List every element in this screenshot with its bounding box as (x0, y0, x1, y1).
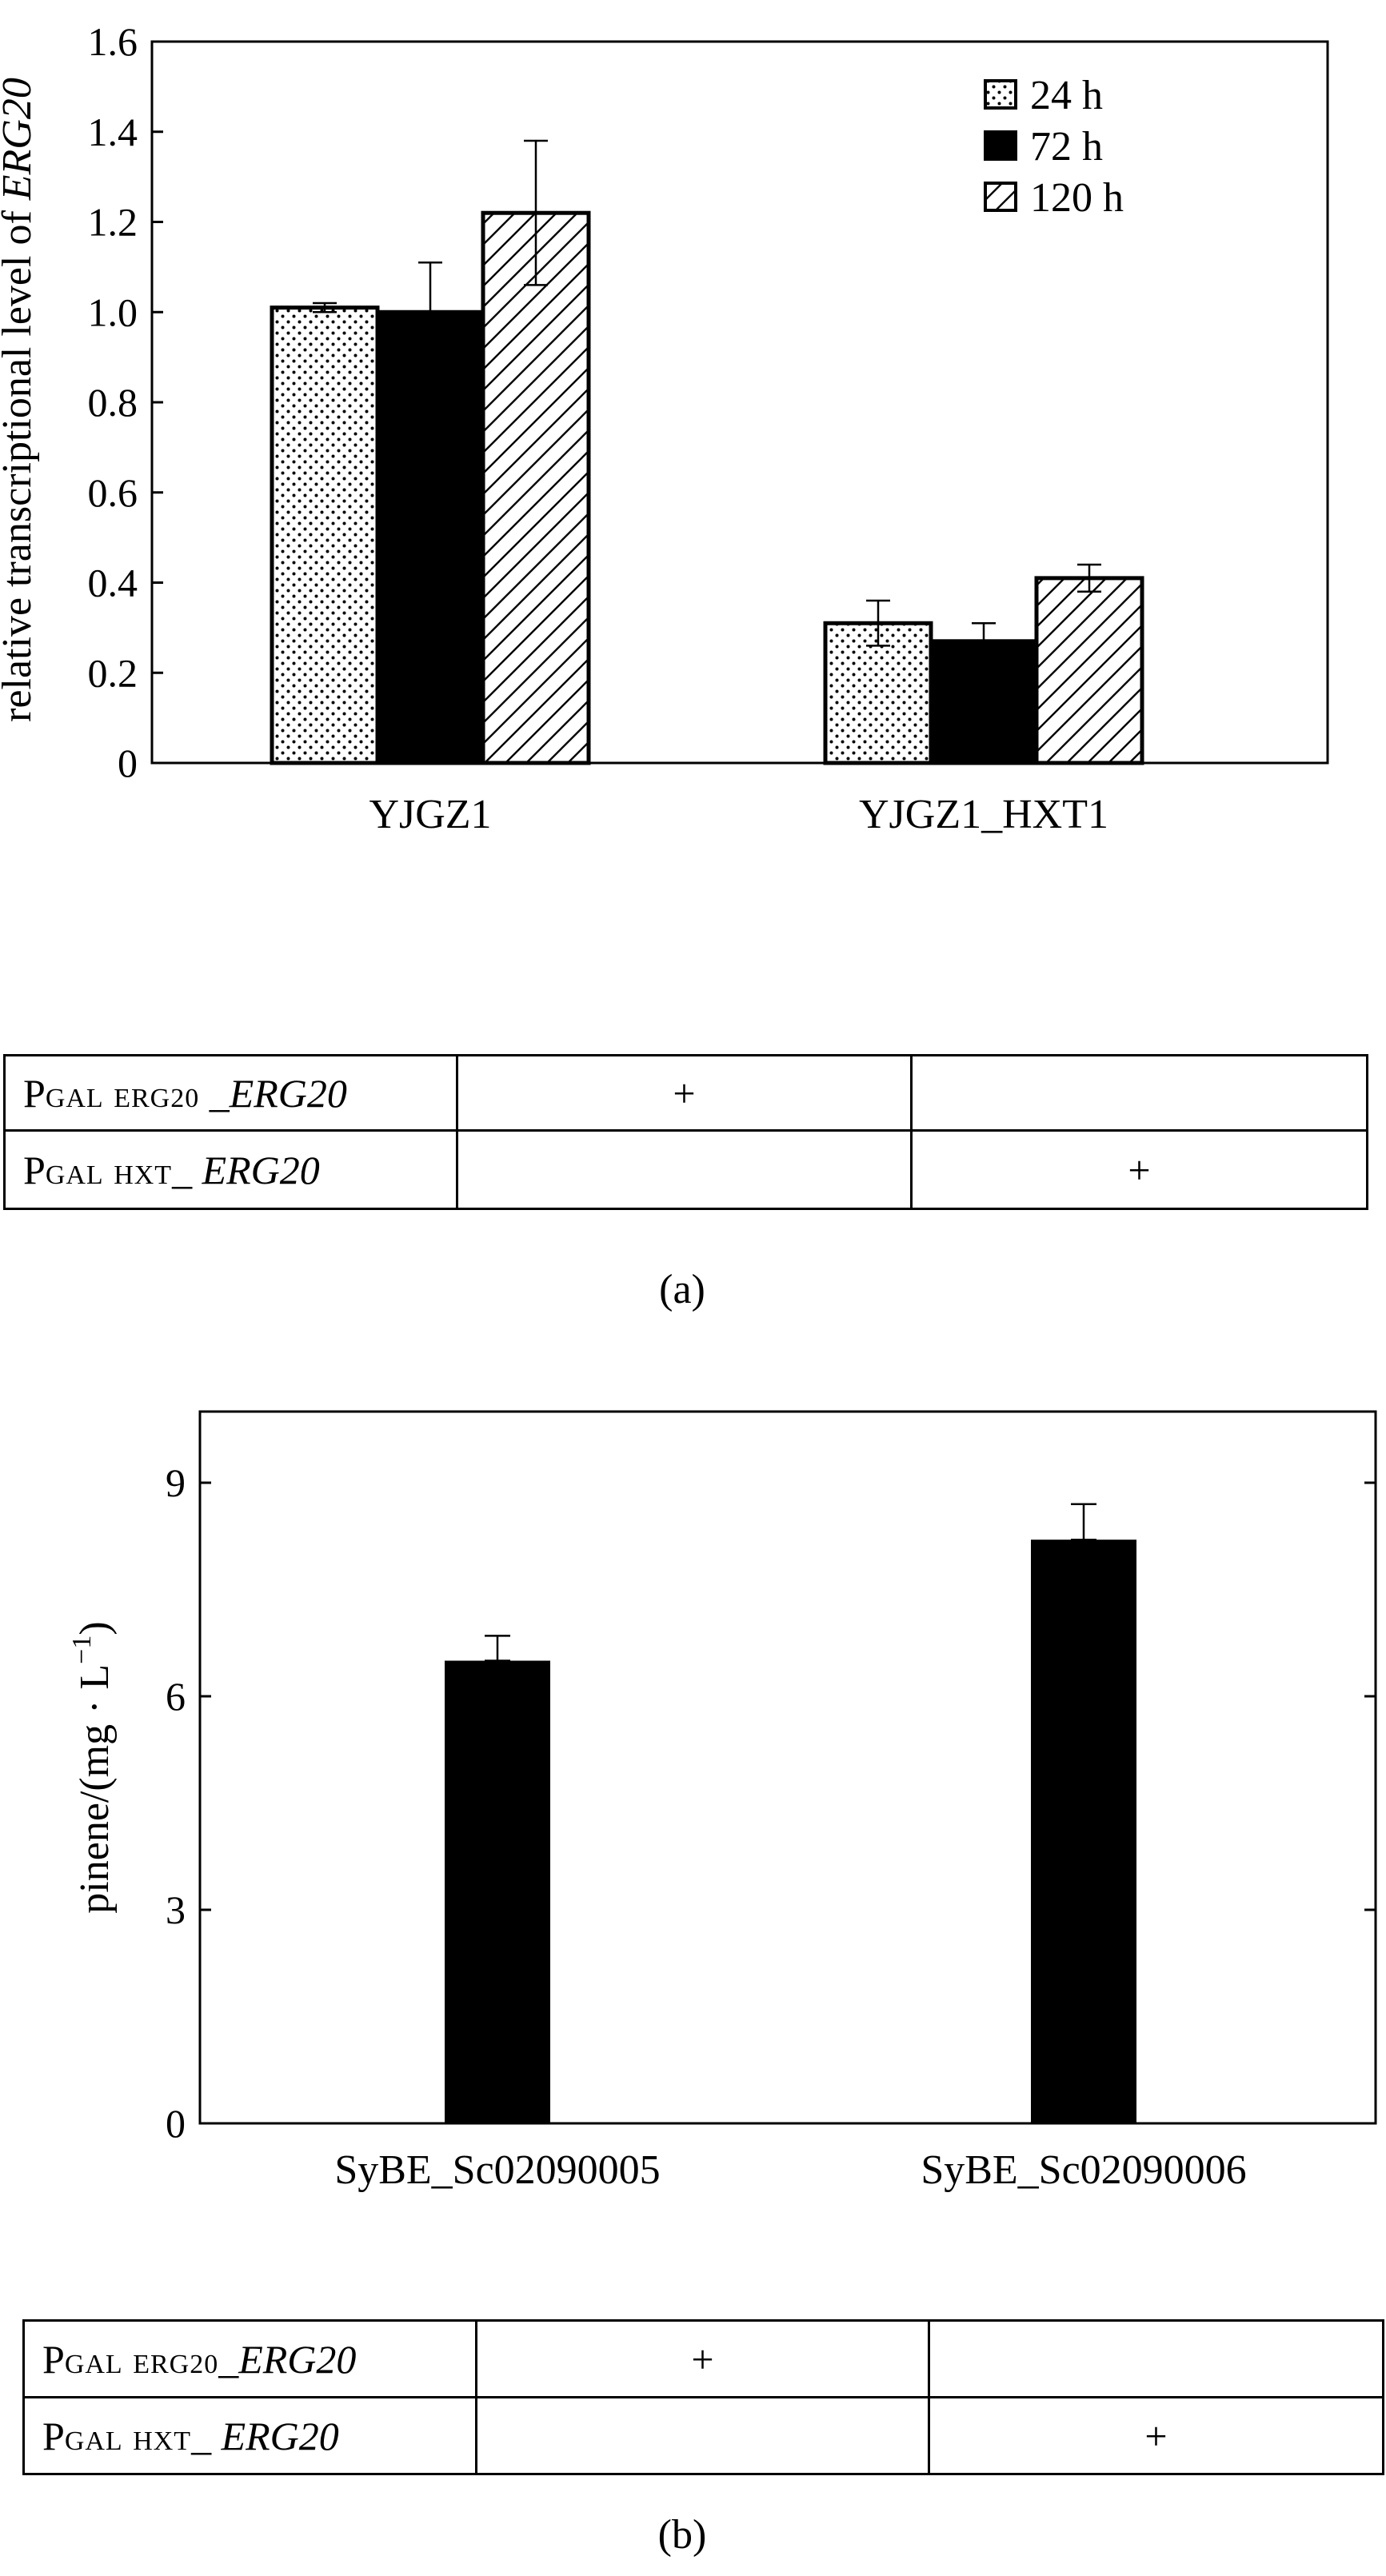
x-tick-label: SyBE_Sc02090005 (334, 2147, 660, 2193)
chart-b-x-axis: SyBE_Sc02090005 SyBE_Sc02090006 (334, 2147, 1246, 2193)
legend-swatch-120h (984, 182, 1017, 212)
legend-label: 24 h (1030, 73, 1103, 118)
chart-b-bars (445, 1540, 1136, 2123)
promoter-gal: GAL (45, 1083, 104, 1113)
legend-label: 72 h (1030, 124, 1103, 170)
table-cell (456, 1129, 913, 1210)
chart-a-y-axis-title-text: relative transcriptional level of (0, 200, 40, 722)
bar-24h (270, 306, 380, 765)
table-cell (475, 2396, 930, 2475)
y-tick-label: 0.2 (88, 650, 138, 695)
legend-swatch-24h (984, 79, 1017, 110)
table-cell (910, 1054, 1368, 1132)
chart-b-y-axis-title: pinene/(mg · L−1) (67, 1621, 118, 1913)
chart-a-y-axis: 0 0.2 0.4 0.6 0.8 1.0 1.2 1.4 1.6 (88, 19, 163, 785)
chart-a-error-bars (313, 139, 1101, 661)
bar-120h (1034, 576, 1144, 765)
bar (445, 1660, 550, 2123)
promoter-tag: ERG20 (114, 1083, 200, 1113)
bar-120h (481, 210, 591, 765)
caption-b: (b) (657, 2512, 707, 2558)
promoter-p: P (23, 1147, 46, 1192)
y-tick-label: 3 (166, 1887, 186, 1932)
row-label: PGAL HXT_ ERG20 (22, 2396, 477, 2475)
chart-b-y-axis-title-close: ) (72, 1621, 118, 1635)
table-row: PGAL HXT_ ERG20 + (22, 2396, 1384, 2475)
gene-name: ERG20 (221, 2413, 339, 2458)
chart-b-y-axis-title-exponent: −1 (67, 1635, 97, 1664)
label-separator: _ (172, 1147, 202, 1192)
y-tick-label: 0 (166, 2101, 186, 2146)
row-label: PGAL ERG20 _ERG20 (3, 1054, 458, 1132)
caption-a: (a) (659, 1267, 705, 1312)
y-tick-label: 0 (118, 741, 138, 785)
label-separator: _ (218, 2336, 239, 2382)
label-separator: _ (191, 2413, 222, 2458)
y-tick-label: 6 (166, 1674, 186, 1719)
y-tick-label: 1.2 (88, 200, 138, 245)
chart-a: 0 0.2 0.4 0.6 0.8 1.0 1.2 1.4 1.6 YJGZ1 YJGZ1_HXT… (0, 19, 1329, 837)
x-tick-label: YJGZ1_HXT1 (859, 792, 1108, 837)
promoter-gal: GAL (45, 1160, 104, 1190)
row-label: PGAL HXT_ ERG20 (3, 1129, 458, 1210)
table-cell (928, 2319, 1384, 2398)
condition-table-a: PGAL ERG20 _ERG20 + PGAL HXT_ ERG20 + (3, 1054, 1368, 1210)
promoter-gal: GAL (64, 2426, 123, 2456)
chart-b: 0 3 6 9 SyBE_Sc02090005 SyBE_Sc02090006 pine… (67, 1410, 1377, 2193)
y-tick-label: 1.4 (88, 110, 138, 154)
y-tick-label: 0.4 (88, 561, 138, 605)
table-row: PGAL ERG20_ERG20 + (22, 2319, 1384, 2398)
chart-b-plot-frame (198, 1410, 1377, 2125)
row-label: PGAL ERG20_ERG20 (22, 2319, 477, 2398)
promoter-p: P (42, 2336, 65, 2382)
promoter-tag: ERG20 (133, 2349, 219, 2379)
y-tick-label: 1.0 (88, 290, 138, 334)
table-cell: + (456, 1054, 913, 1132)
gene-name: ERG20 (238, 2336, 357, 2382)
x-tick-label: SyBE_Sc02090006 (921, 2147, 1246, 2193)
bar-72h (375, 310, 485, 765)
chart-a-bars (270, 210, 1144, 765)
chart-b-error-bars (485, 1503, 1096, 1662)
table-cell: + (910, 1129, 1368, 1210)
y-tick-label: 9 (166, 1460, 186, 1505)
table-cell: + (475, 2319, 930, 2398)
legend-swatch-72h (984, 130, 1017, 161)
legend-label: 120 h (1030, 175, 1124, 221)
y-tick-label: 0.8 (88, 380, 138, 425)
promoter-tag: HXT (133, 2426, 192, 2456)
y-tick-label: 0.6 (88, 470, 138, 515)
label-separator: _ (199, 1070, 230, 1116)
promoter-p: P (23, 1070, 46, 1116)
y-tick-label: 1.6 (88, 19, 138, 64)
promoter-tag: HXT (114, 1160, 173, 1190)
table-row: PGAL ERG20 _ERG20 + (3, 1054, 1368, 1132)
chart-a-legend: 24 h 72 h 120 h (984, 73, 1124, 221)
gene-name: ERG20 (229, 1070, 347, 1116)
table-row: PGAL HXT_ ERG20 + (3, 1129, 1368, 1210)
chart-a-y-axis-title-gene: ERG20 (0, 78, 40, 201)
promoter-p: P (42, 2413, 65, 2458)
promoter-gal: GAL (64, 2349, 123, 2379)
bar (1031, 1540, 1136, 2123)
condition-table-b: PGAL ERG20_ERG20 + PGAL HXT_ ERG20 + (22, 2319, 1384, 2475)
x-tick-label: YJGZ1 (369, 792, 491, 837)
chart-a-y-axis-title: relative transcriptional level of ERG20 (0, 78, 40, 722)
gene-name: ERG20 (202, 1147, 320, 1192)
table-cell: + (928, 2396, 1384, 2475)
chart-a-x-axis: YJGZ1 YJGZ1_HXT1 (369, 792, 1108, 837)
chart-b-y-axis: 0 3 6 9 (166, 1460, 1376, 2146)
chart-b-y-axis-title-text: pinene/(mg · L (72, 1664, 118, 1914)
